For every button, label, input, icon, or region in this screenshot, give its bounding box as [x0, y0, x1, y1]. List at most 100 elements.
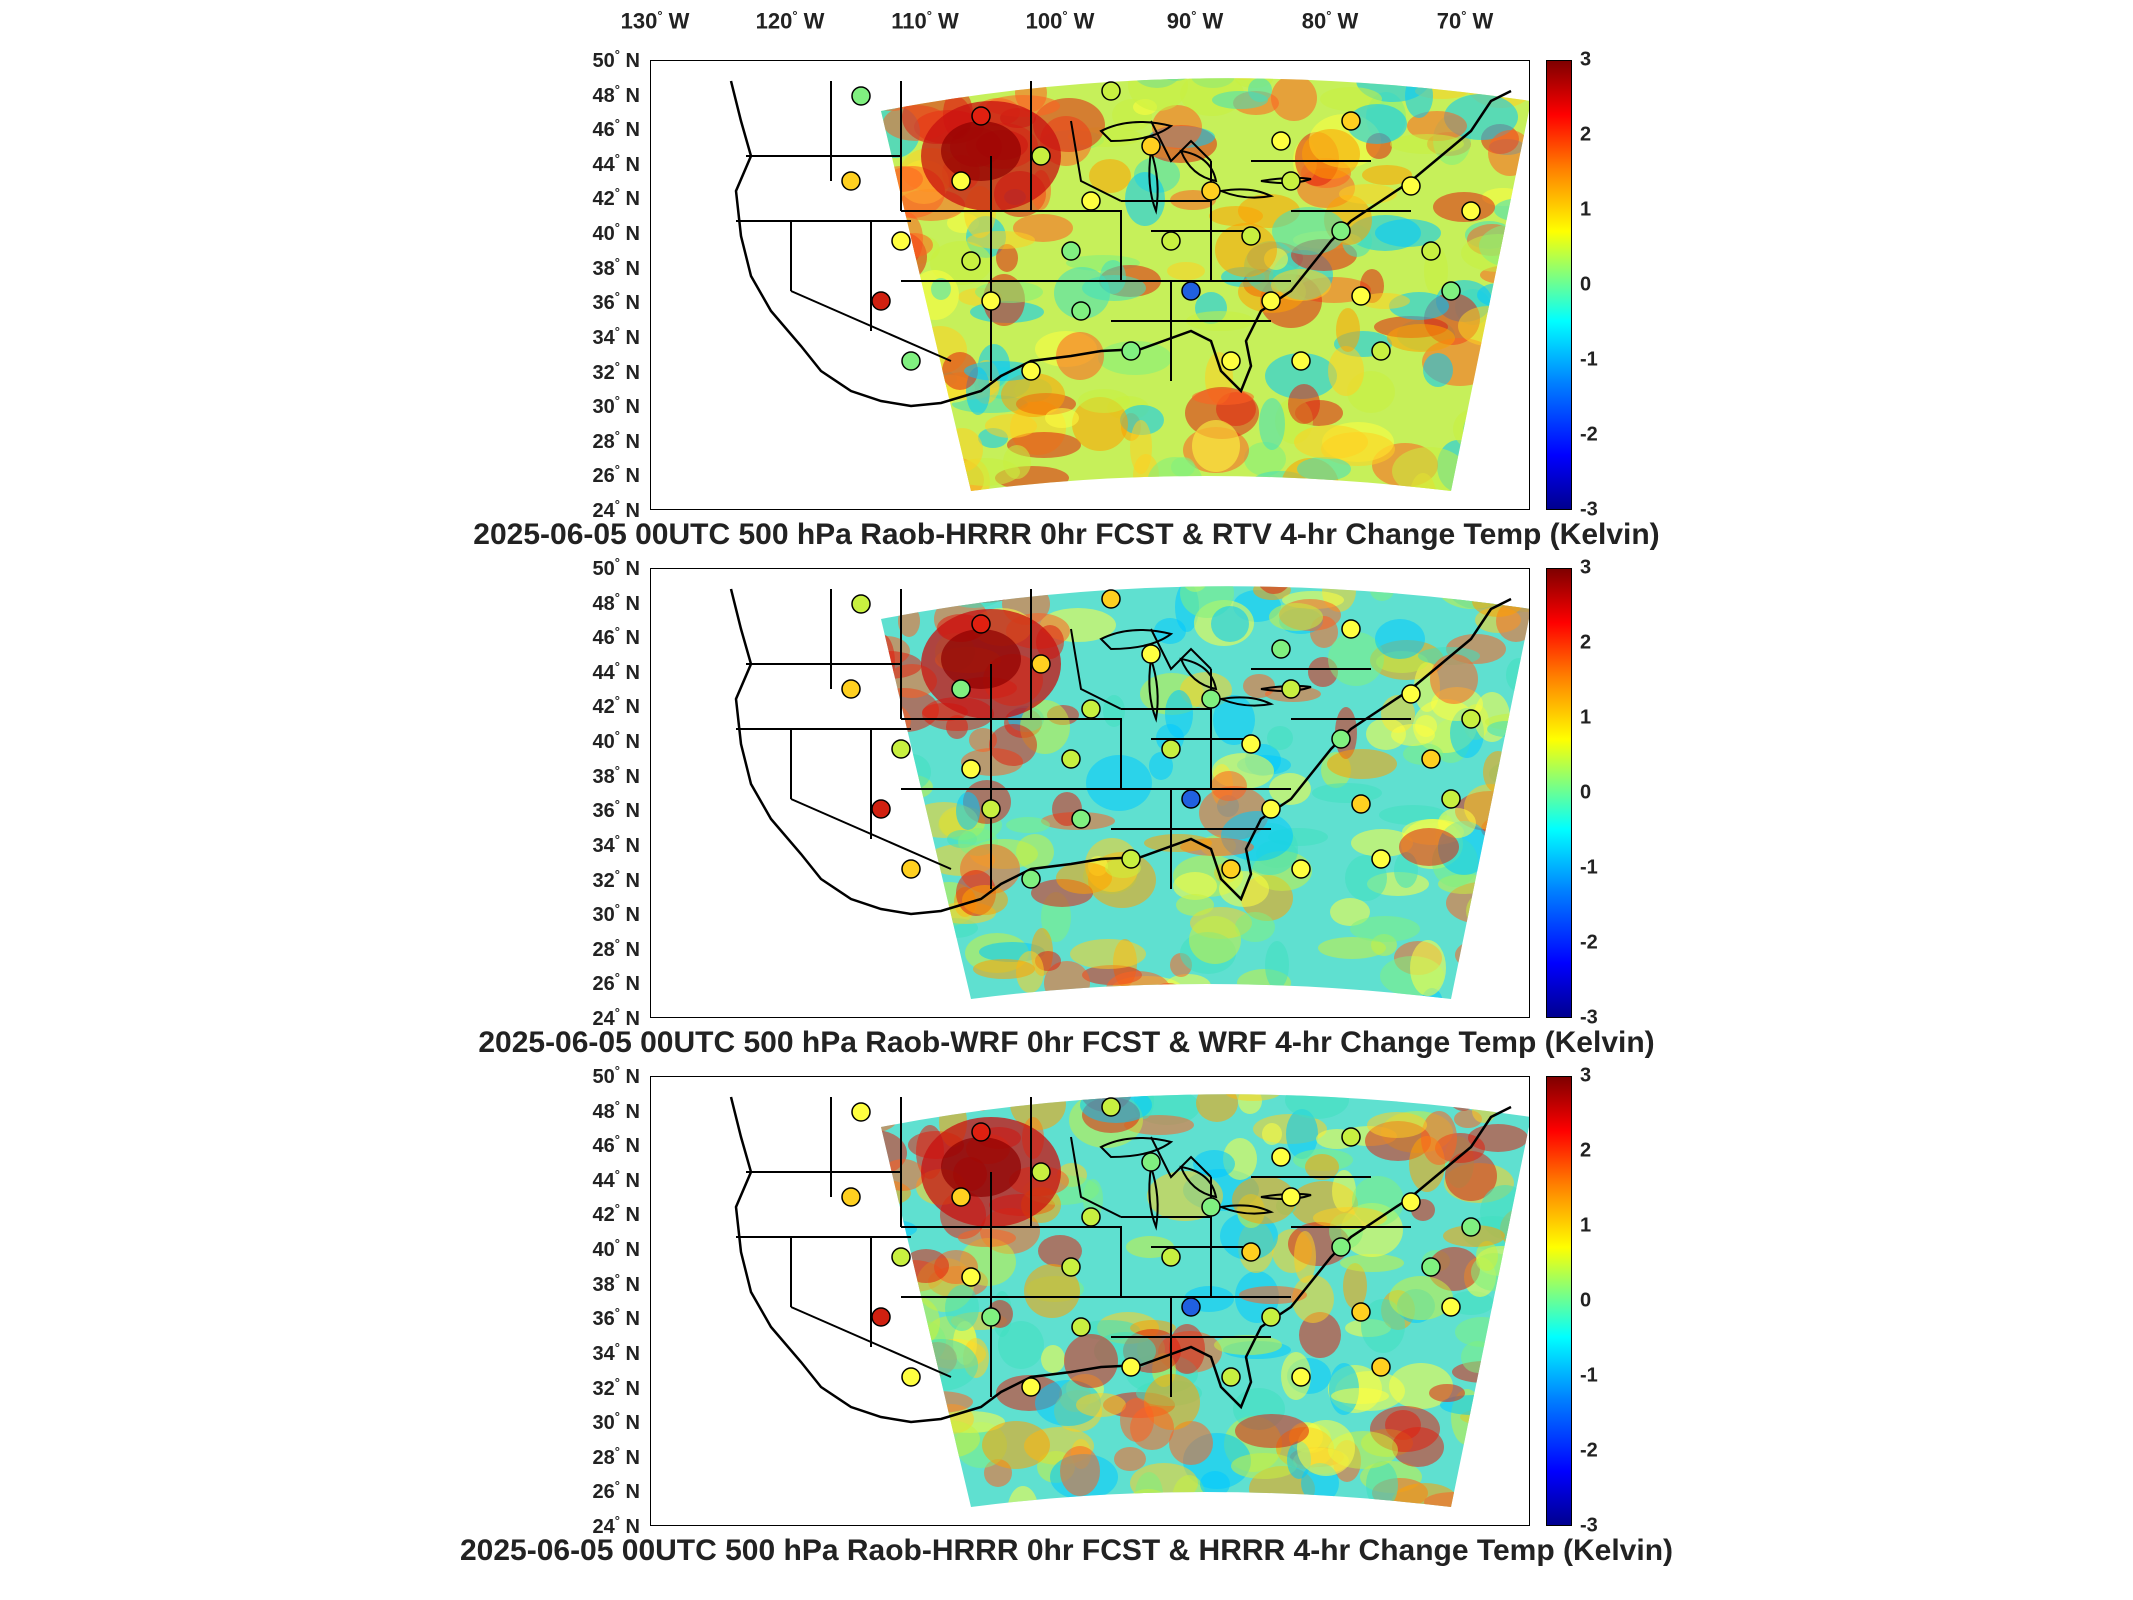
latitude-label: 34° N [592, 1340, 640, 1365]
station-marker [1031, 146, 1051, 166]
station-marker [1401, 684, 1421, 704]
station-marker [1271, 131, 1291, 151]
station-marker [1371, 341, 1391, 361]
latitude-label: 30° N [592, 1409, 640, 1434]
latitude-label: 44° N [592, 1167, 640, 1192]
station-marker [1281, 171, 1301, 191]
station-marker [1141, 644, 1161, 664]
map-frame [650, 60, 1530, 510]
station-marker [1201, 181, 1221, 201]
station-marker [1271, 1147, 1291, 1167]
colorbar-tick: 2 [1580, 1139, 1592, 1162]
colorbar-tick: -1 [1580, 1364, 1598, 1387]
colorbar-tick: 3 [1580, 48, 1592, 71]
latitude-label: 48° N [592, 1097, 640, 1123]
station-marker [871, 1307, 891, 1327]
station-marker [1281, 1187, 1301, 1207]
latitude-label: 36° N [592, 797, 640, 823]
station-marker [1261, 291, 1281, 311]
station-marker [1401, 176, 1421, 196]
station-marker [971, 106, 991, 126]
panel-wrf: 50° N 48° N 46° N 44° N 42° N 40° N 38° N 36° N… [0, 555, 2133, 1068]
colorbar-tick: -1 [1580, 856, 1598, 879]
longitude-label: 70° W [1436, 8, 1494, 34]
colorbar-tick: -2 [1580, 1439, 1598, 1462]
temperature-field [881, 1094, 1529, 1507]
station-marker [1441, 1297, 1461, 1317]
colorbar-tick: -3 [1580, 1006, 1598, 1029]
station-marker [891, 1247, 911, 1267]
panel-title: 2025-06-05 00UTC 500 hPa Raob-HRRR 0hr F… [473, 518, 1660, 551]
station-marker [1101, 589, 1121, 609]
station-marker [1061, 749, 1081, 769]
station-marker [1371, 1357, 1391, 1377]
colorbar-tick: 3 [1580, 1064, 1592, 1087]
latitude-label: 40° N [592, 220, 640, 245]
station-marker [1071, 809, 1091, 829]
colorbar-tick: 1 [1580, 1214, 1592, 1237]
station-marker [1061, 241, 1081, 261]
colorbar-tick: -2 [1580, 423, 1598, 446]
latitude-label: 32° N [592, 358, 640, 384]
station-marker [961, 759, 981, 779]
colorbar-tick: 2 [1580, 631, 1592, 654]
station-marker [961, 251, 981, 271]
latitude-label: 30° N [592, 901, 640, 926]
station-marker [851, 594, 871, 614]
colorbar-tick: -3 [1580, 1514, 1598, 1537]
colorbar-tick: -2 [1580, 931, 1598, 954]
station-marker [1121, 1357, 1141, 1377]
latitude-label: 26° N [592, 970, 640, 996]
station-marker [1291, 351, 1311, 371]
station-marker [1021, 361, 1041, 381]
panel-title: 2025-06-05 00UTC 500 hPa Raob-WRF 0hr FC… [478, 1026, 1655, 1059]
station-marker [841, 679, 861, 699]
colorbar-tick: 1 [1580, 706, 1592, 729]
latitude-label: 38° N [592, 762, 640, 788]
latitude-label: 38° N [592, 254, 640, 280]
station-marker [1031, 654, 1051, 674]
station-marker [1461, 201, 1481, 221]
longitude-label: 100° W [1025, 8, 1095, 34]
station-marker [1461, 709, 1481, 729]
station-marker [1441, 281, 1461, 301]
latitude-label: 28° N [592, 935, 640, 961]
latitude-label: 48° N [592, 589, 640, 615]
latitude-label: 24° N [592, 497, 640, 522]
raob-stations [841, 1097, 1481, 1397]
station-marker [1181, 789, 1201, 809]
station-marker [891, 739, 911, 759]
station-marker [1221, 859, 1241, 879]
station-marker [1021, 869, 1041, 889]
station-marker [1241, 226, 1261, 246]
station-marker [1161, 1247, 1181, 1267]
latitude-label: 46° N [592, 116, 640, 142]
latitude-label: 24° N [592, 1005, 640, 1030]
latitude-label: 28° N [592, 427, 640, 453]
station-marker [1161, 739, 1181, 759]
latitude-label: 26° N [592, 1478, 640, 1504]
latitude-label: 48° N [592, 81, 640, 107]
map-svg [729, 586, 1529, 999]
station-marker [981, 799, 1001, 819]
station-marker [1271, 639, 1291, 659]
raob-stations [841, 81, 1481, 381]
station-marker [1121, 341, 1141, 361]
latitude-label: 42° N [592, 1201, 640, 1227]
station-marker [1341, 619, 1361, 639]
station-marker [1241, 734, 1261, 754]
station-marker [1101, 1097, 1121, 1117]
temperature-field [881, 586, 1529, 999]
state-boundaries [729, 80, 1512, 408]
colorbar-tick: 0 [1580, 1289, 1592, 1312]
station-marker [1421, 749, 1441, 769]
longitude-label: 80° W [1301, 8, 1359, 34]
station-marker [1081, 1207, 1101, 1227]
station-marker [851, 1102, 871, 1122]
latitude-label: 24° N [592, 1513, 640, 1538]
station-marker [1121, 849, 1141, 869]
station-marker [1221, 351, 1241, 371]
latitude-label: 50° N [592, 47, 640, 72]
panel-hrrr: 50° N 48° N 46° N 44° N 42° N 40° N 38° N 36° N… [0, 1063, 2133, 1576]
